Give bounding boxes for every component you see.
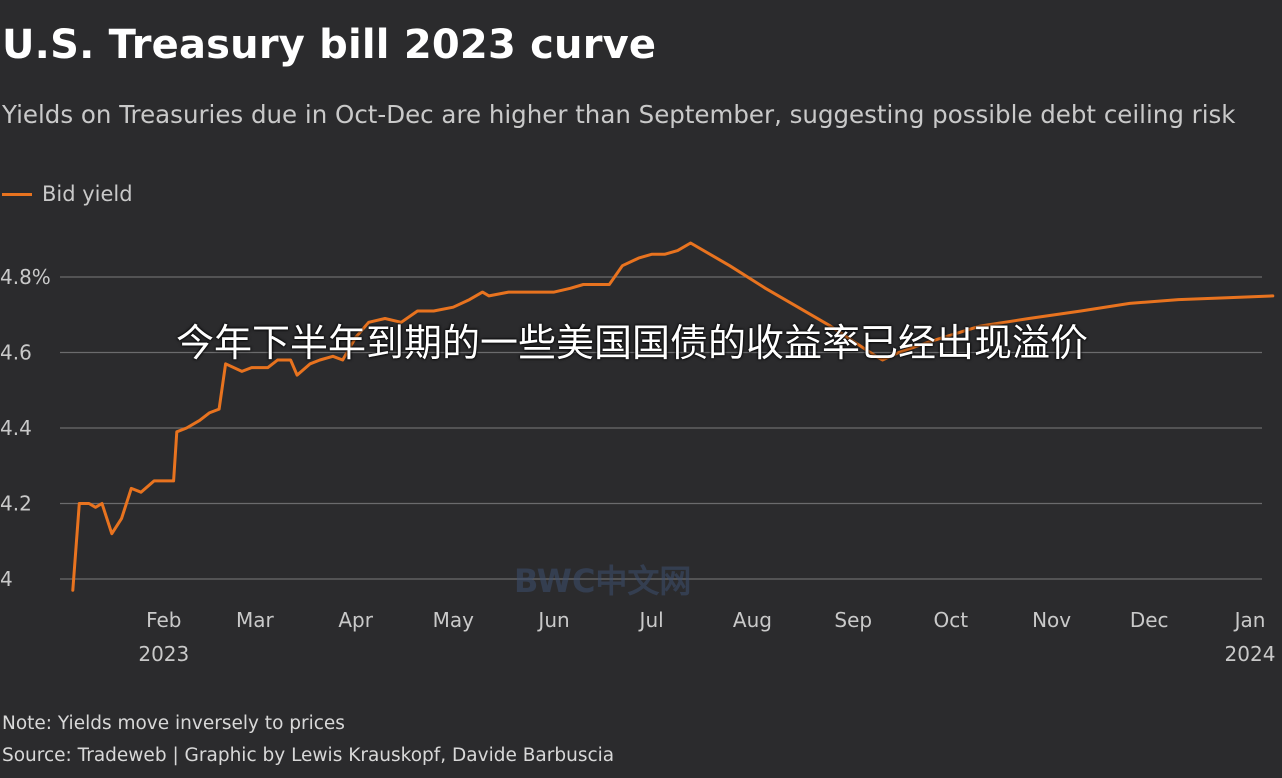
legend-swatch <box>2 192 32 196</box>
legend: Bid yield <box>2 182 133 206</box>
series-layer <box>71 241 1275 592</box>
x-tick-year-label: 2023 <box>138 642 189 666</box>
x-tick-label: Sep <box>834 608 872 632</box>
y-tick-label: 4.8% <box>0 265 51 289</box>
series-line-bid-yield <box>71 241 1275 592</box>
y-tick-label: 4 <box>0 567 13 591</box>
x-tick-label: Jul <box>638 608 664 632</box>
y-tick-label: 4.4 <box>0 416 32 440</box>
x-tick-label: Oct <box>934 608 969 632</box>
chart-subtitle: Yields on Treasuries due in Oct-Dec are … <box>2 100 1236 129</box>
x-tick-label: Jun <box>536 608 569 632</box>
source-credit: Source: Tradeweb | Graphic by Lewis Krau… <box>2 745 615 766</box>
line-chart: 4 4.2 4.4 4.6 4.8% Feb 2023 Mar Apr May Jun Jul Aug… <box>0 241 1275 666</box>
chart-title: U.S. Treasury bill 2023 curve <box>2 22 657 68</box>
overlay-caption: 今年下半年到期的一些美国国债的收益率已经出现溢价 <box>176 321 1089 365</box>
x-tick-label: Nov <box>1032 608 1071 632</box>
x-tick-label: Jan <box>1233 608 1266 632</box>
y-tick-label: 4.6 <box>0 341 32 365</box>
x-tick-label: Feb <box>146 608 181 632</box>
x-tick-label: Aug <box>733 608 772 632</box>
watermark: BWC中文网 <box>514 562 692 600</box>
footnote: Note: Yields move inversely to prices <box>2 713 345 734</box>
x-tick-label: Apr <box>338 608 373 632</box>
x-tick-label: May <box>433 608 475 632</box>
y-axis-ticks: 4 4.2 4.4 4.6 4.8% <box>0 265 51 591</box>
x-tick-year-label: 2024 <box>1225 642 1276 666</box>
grid-lines <box>60 276 1262 580</box>
x-axis-ticks: Feb 2023 Mar Apr May Jun Jul Aug Sep Oct Nov Dec Jan… <box>138 608 1275 666</box>
x-tick-label: Mar <box>236 608 275 632</box>
x-tick-label: Dec <box>1130 608 1169 632</box>
legend-label: Bid yield <box>42 182 133 206</box>
y-tick-label: 4.2 <box>0 492 32 516</box>
